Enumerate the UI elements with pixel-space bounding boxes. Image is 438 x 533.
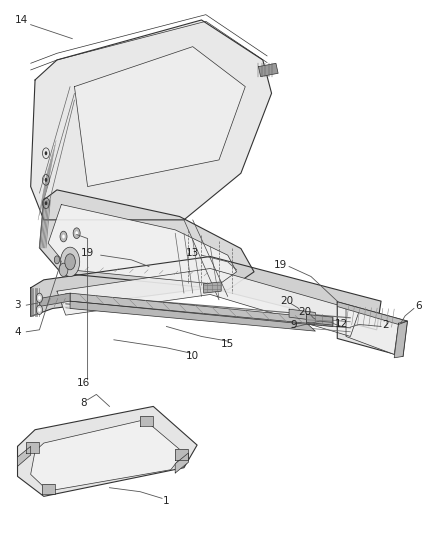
Circle shape [75, 231, 78, 235]
Text: 19: 19 [81, 248, 94, 258]
Circle shape [73, 228, 80, 239]
Polygon shape [70, 301, 315, 331]
Text: 2: 2 [382, 320, 389, 330]
Circle shape [38, 308, 41, 312]
Polygon shape [346, 305, 399, 354]
Circle shape [45, 151, 47, 155]
Circle shape [60, 231, 67, 242]
Polygon shape [74, 46, 245, 187]
Polygon shape [307, 314, 333, 325]
Polygon shape [307, 317, 333, 326]
Circle shape [45, 178, 47, 182]
Polygon shape [70, 293, 315, 325]
Polygon shape [39, 190, 254, 290]
Text: 6: 6 [415, 302, 422, 311]
Polygon shape [31, 256, 381, 330]
Polygon shape [337, 302, 407, 325]
Text: 15: 15 [221, 339, 234, 349]
Polygon shape [57, 269, 359, 336]
Polygon shape [289, 309, 315, 320]
Text: 20: 20 [298, 308, 311, 318]
Polygon shape [175, 449, 188, 459]
Text: 13: 13 [186, 248, 199, 258]
Polygon shape [204, 282, 221, 293]
Text: 16: 16 [77, 378, 90, 388]
Text: 1: 1 [163, 496, 170, 506]
Text: 3: 3 [14, 300, 21, 310]
Circle shape [65, 254, 75, 270]
Circle shape [59, 263, 68, 277]
Text: 9: 9 [290, 320, 297, 330]
Text: 4: 4 [14, 327, 21, 337]
Polygon shape [31, 20, 272, 220]
Polygon shape [48, 205, 237, 285]
Circle shape [36, 293, 42, 302]
Polygon shape [337, 302, 407, 357]
Text: 20: 20 [280, 296, 293, 306]
Circle shape [38, 296, 41, 300]
Circle shape [36, 305, 42, 314]
Text: 12: 12 [335, 319, 348, 329]
Polygon shape [26, 442, 39, 453]
Polygon shape [31, 420, 184, 491]
Text: 19: 19 [274, 260, 287, 270]
Polygon shape [394, 321, 407, 358]
Polygon shape [42, 484, 55, 495]
Polygon shape [18, 446, 31, 466]
Circle shape [45, 201, 47, 205]
Polygon shape [175, 453, 188, 473]
Polygon shape [258, 63, 278, 77]
Text: 10: 10 [186, 351, 199, 361]
Circle shape [60, 247, 80, 277]
Polygon shape [18, 406, 197, 496]
Polygon shape [39, 293, 70, 306]
Polygon shape [140, 416, 153, 426]
Circle shape [62, 235, 65, 239]
Text: 8: 8 [80, 398, 87, 408]
Circle shape [54, 256, 60, 264]
Text: 14: 14 [15, 15, 28, 25]
